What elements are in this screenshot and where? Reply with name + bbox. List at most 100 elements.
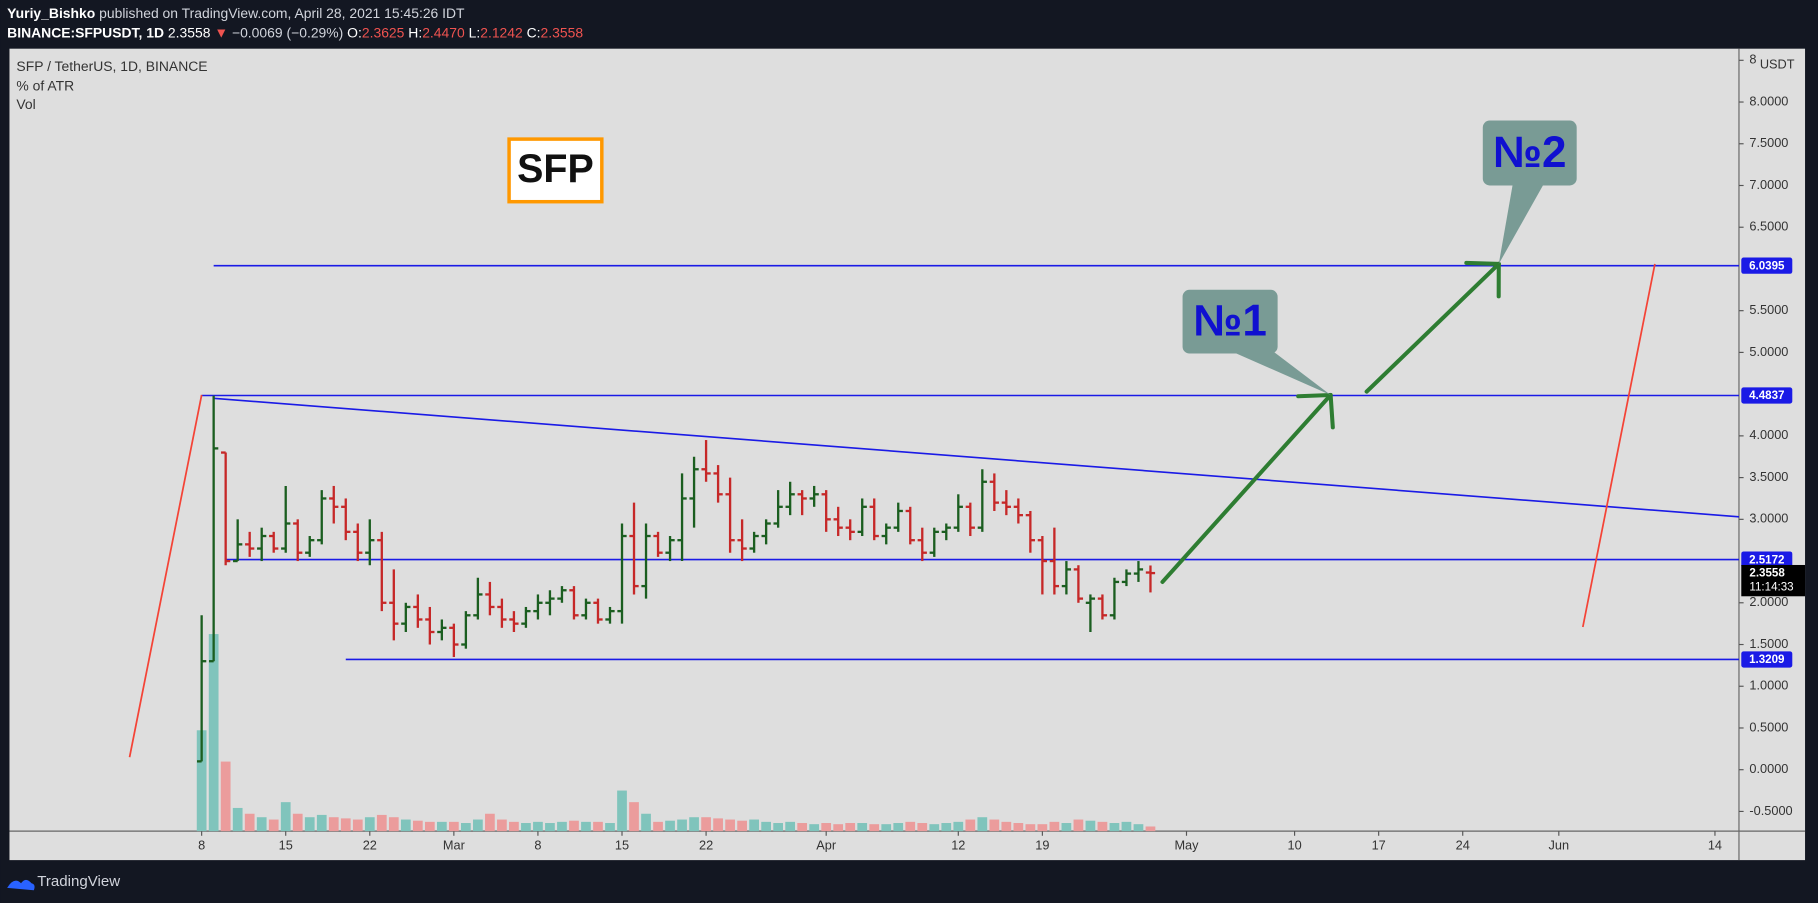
x-tick-label: Mar	[443, 838, 466, 853]
ohlc-bar	[377, 531, 387, 612]
volume-bar	[256, 817, 267, 832]
volume-bar	[509, 821, 519, 832]
y-tick-label: 0.0000	[1749, 761, 1788, 776]
x-tick-label: May	[1174, 838, 1199, 853]
volume-bar	[629, 802, 639, 832]
red-line	[128, 394, 203, 758]
volume-bar	[881, 824, 892, 832]
volume-bar	[280, 802, 291, 832]
ohlc-bar	[833, 506, 843, 537]
red-line	[1581, 263, 1656, 628]
volume-bar	[304, 817, 315, 832]
y-tick-label: 3.5000	[1749, 469, 1788, 484]
volume-bar	[436, 821, 447, 832]
volume-bar	[905, 821, 916, 832]
ohlc-bar	[821, 490, 831, 532]
callout-box	[1482, 120, 1577, 186]
countdown: 11:14:33	[1749, 582, 1793, 594]
ohlc-bar	[1049, 527, 1060, 595]
volume-bar	[941, 823, 952, 832]
x-tick-label: 24	[1456, 838, 1470, 853]
arrow-shaft	[1160, 392, 1333, 584]
y-tick-label: 7.0000	[1749, 177, 1788, 192]
arrow-head	[1328, 392, 1335, 430]
o-label: O:	[347, 24, 362, 40]
ohlc-bar	[221, 451, 231, 566]
ohlc-bar	[929, 527, 939, 557]
ohlc-bar	[665, 536, 675, 562]
volume-bar	[737, 820, 747, 832]
price-unit: USDT	[1760, 56, 1795, 71]
ohlc-bar	[677, 473, 687, 562]
ohlc-bar	[485, 581, 495, 616]
ohlc-bar	[737, 519, 747, 562]
volume-bar	[232, 807, 243, 832]
price-label: 2.3558	[1749, 568, 1785, 580]
volume-bar	[977, 817, 988, 832]
author: Yuriy_Bishko	[7, 5, 95, 21]
ohlc-bar	[533, 594, 543, 620]
volume-bar	[1097, 821, 1108, 832]
ohlc-bar	[293, 519, 303, 562]
volume-bar	[533, 821, 543, 832]
volume-bar	[352, 819, 363, 832]
ohlc-bar	[605, 606, 615, 624]
volume-bar	[1049, 821, 1060, 832]
ohlc-bar	[1109, 577, 1120, 620]
volume-bar	[461, 823, 471, 832]
ohlc-bar	[905, 506, 915, 545]
ohlc-bar	[305, 536, 315, 557]
ohlc-bar	[713, 465, 723, 503]
volume-bar	[328, 817, 339, 832]
y-tick-label: 2.0000	[1749, 594, 1788, 609]
ohlc-bar	[389, 569, 399, 641]
ohlc-bar	[617, 523, 627, 624]
volume-bar	[773, 823, 784, 832]
ohlc-bar	[569, 586, 579, 620]
y-tick-label: 8.0000	[1749, 93, 1788, 108]
published: published on TradingView.com, April 28, …	[99, 5, 465, 21]
volume-bar	[1073, 819, 1084, 832]
o-value: 2.3625	[362, 24, 405, 40]
h-label: H:	[408, 24, 422, 40]
ohlc-bar	[1145, 565, 1156, 593]
volume-bar	[364, 817, 375, 832]
header-line: Yuriy_Bishko published on TradingView.co…	[7, 5, 465, 21]
ohlc-bar	[233, 519, 243, 563]
volume-bar	[785, 821, 796, 832]
y-tick-label: -0.5000	[1749, 803, 1792, 818]
volume-bar	[713, 818, 723, 832]
volume-bar	[953, 821, 964, 832]
trendline	[213, 397, 1740, 518]
ohlc-bar	[701, 440, 711, 482]
ohlc-bar	[749, 531, 759, 553]
volume-bar	[244, 813, 255, 832]
ohlc-bar	[893, 502, 903, 532]
ohlc-bar	[473, 577, 483, 620]
volume-bar	[424, 821, 435, 832]
price-label-bg	[1741, 564, 1806, 597]
ohlc-bar	[509, 611, 519, 632]
x-tick-label: 14	[1708, 838, 1722, 853]
ohlc-bar	[989, 473, 999, 511]
label-box	[507, 137, 604, 204]
ohlc-bar	[881, 523, 891, 545]
ohlc-bar	[545, 590, 555, 616]
volume-bar	[400, 819, 411, 832]
ohlc-bar	[653, 531, 663, 557]
volume-bar	[1013, 823, 1024, 832]
ohlc-bar	[1097, 594, 1108, 620]
volume-bar	[917, 823, 928, 832]
level-label: 1.3209	[1749, 654, 1785, 666]
y-tick-label: 8	[1749, 52, 1756, 67]
volume-bar	[268, 819, 279, 832]
l-label: L:	[469, 24, 481, 40]
ohlc-bar	[1061, 561, 1072, 595]
ohlc-bar	[449, 623, 459, 658]
volume-bar	[929, 824, 940, 832]
volume-bar	[989, 819, 1000, 832]
level-label: 6.0395	[1749, 260, 1785, 272]
y-tick-label: 5.5000	[1749, 302, 1788, 317]
callout-text: №1	[1193, 297, 1267, 346]
volume-bar	[1145, 826, 1156, 832]
